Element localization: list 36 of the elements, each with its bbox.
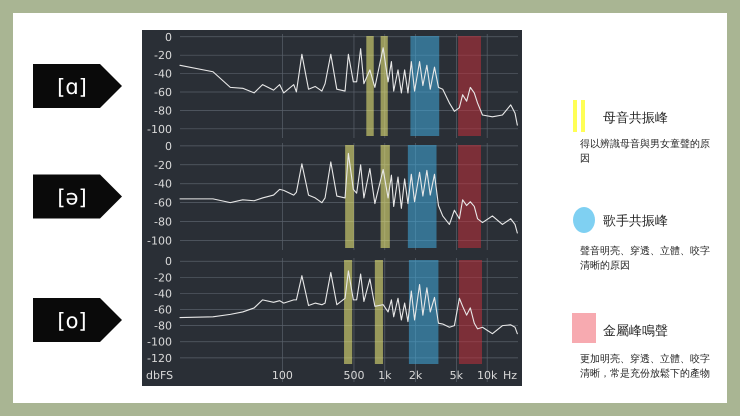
x-tick-label: 5k [450, 369, 464, 382]
y-tick-label: -20 [154, 271, 172, 284]
text: 金屬峰鳴聲 [603, 324, 668, 339]
y-tick-label: -100 [147, 234, 172, 248]
text: 更加明亮、穿透、立體、咬字清晰，常是充份放鬆下的產物 [580, 353, 710, 380]
y-tick-label: -60 [154, 196, 172, 210]
x-tick-label: 2k [408, 369, 423, 382]
x-axis-title: Hz [502, 369, 518, 382]
x-tick-label: 10k [476, 369, 498, 382]
y-tick-label: -20 [154, 158, 172, 172]
y-axis-title: dbFS [146, 369, 174, 382]
text: 母音共振峰 [603, 111, 668, 126]
y-tick-label: -120 [147, 352, 172, 365]
y-tick-label: -40 [154, 178, 172, 191]
y-tick-label: -80 [154, 104, 172, 118]
text: [o] [57, 309, 87, 333]
y-tick-label: -40 [154, 68, 172, 81]
y-tick-label: 0 [165, 255, 172, 268]
text: 得以辨識母音與男女童聲的原因 [580, 138, 710, 164]
y-tick-label: 0 [165, 140, 172, 153]
y-tick-label: 0 [165, 30, 172, 44]
y-tick-label: -100 [147, 122, 172, 136]
x-tick-label: 1k [378, 369, 392, 382]
y-tick-label: -20 [154, 49, 172, 62]
y-tick-label: -80 [154, 216, 172, 229]
text: [ɑ] [57, 75, 87, 99]
y-tick-label: -60 [154, 304, 172, 317]
y-tick-label: -80 [154, 320, 172, 333]
y-tick-label: -40 [154, 287, 172, 300]
x-tick-label: 100 [272, 369, 293, 382]
x-tick-label: 500 [343, 369, 364, 382]
text: [ə] [57, 186, 87, 210]
text: 聲音明亮、穿透、立體、咬字清晰的原因 [580, 245, 710, 272]
text: 歌手共振峰 [603, 214, 668, 229]
y-tick-label: -60 [154, 86, 172, 99]
y-tick-label: -100 [147, 336, 172, 349]
